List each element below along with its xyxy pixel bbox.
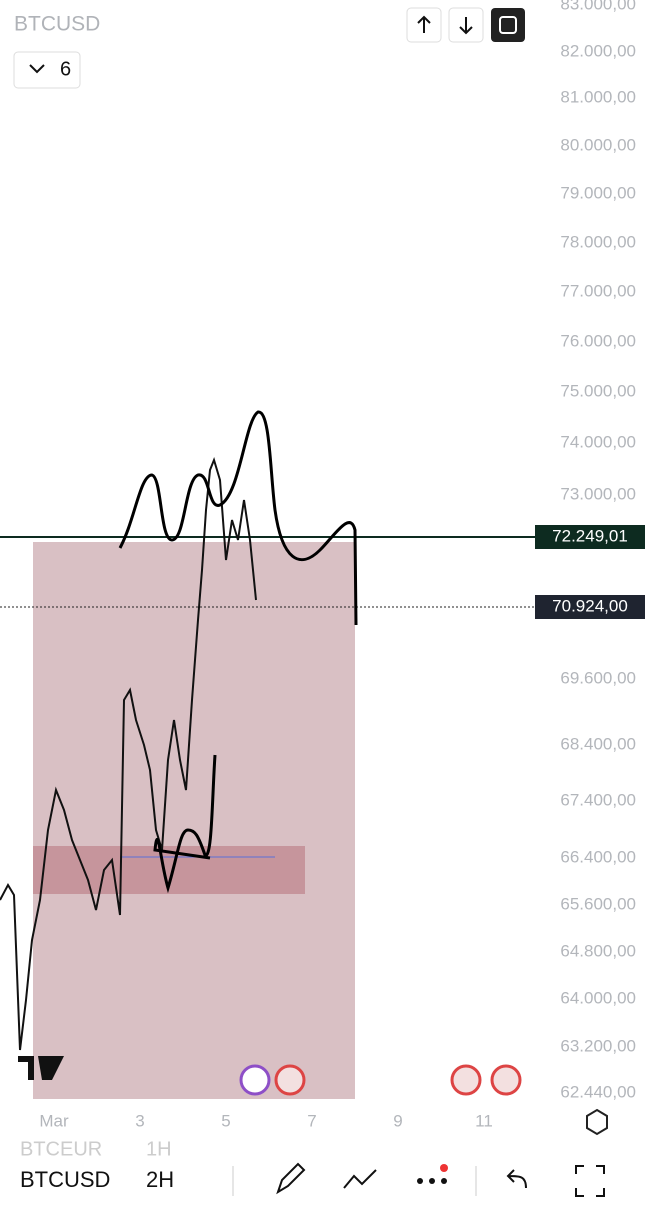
- event-icon[interactable]: [450, 1064, 482, 1096]
- event-icon[interactable]: [239, 1064, 271, 1096]
- event-icon[interactable]: [274, 1064, 306, 1096]
- time-axis-label: Mar: [39, 1111, 69, 1130]
- price-axis-label: 81.000,00: [560, 87, 636, 106]
- previous-symbol: BTCEUR: [20, 1138, 102, 1160]
- draw-tool[interactable]: [276, 1162, 306, 1195]
- undo-button[interactable]: [506, 1169, 527, 1189]
- price-axis-label: 64.000,00: [560, 988, 636, 1007]
- price-tag-label: 70.924,00: [552, 596, 628, 615]
- time-axis-label: 7: [307, 1111, 316, 1130]
- more-tool[interactable]: [417, 1164, 448, 1184]
- price-axis-label: 77.000,00: [560, 281, 636, 300]
- chevron-icon: [29, 64, 45, 74]
- trend-tool[interactable]: [343, 1169, 377, 1189]
- symbol-button[interactable]: BTCUSD: [20, 1167, 110, 1192]
- event-icon[interactable]: [490, 1064, 522, 1096]
- price-axis-label: 82.000,00: [560, 41, 636, 60]
- time-axis-label: 5: [221, 1111, 230, 1130]
- price-axis-label: 83.000,00: [560, 0, 636, 13]
- symbol: BTCUSD: [14, 13, 100, 36]
- drawing: [118, 410, 358, 626]
- logo: [18, 1050, 24, 1083]
- price-axis-label: 62.440,00: [560, 1082, 636, 1101]
- price-axis-label: 65.600,00: [560, 894, 636, 913]
- price-axis-label: 64.800,00: [560, 941, 636, 960]
- icon: [499, 16, 517, 34]
- price-axis-label: 78.000,00: [560, 232, 636, 251]
- fullscreen-button[interactable]: [575, 1165, 605, 1197]
- arrow-icon: [459, 17, 473, 35]
- price-axis-label: 66.400,00: [560, 847, 636, 866]
- fullscreen-button[interactable]: [491, 8, 525, 42]
- price-axis-label: 74.000,00: [560, 432, 636, 451]
- time-axis-label: 3: [135, 1111, 144, 1130]
- price-axis-label: 76.000,00: [560, 331, 636, 350]
- drawing: [153, 754, 217, 894]
- price-axis-label: 79.000,00: [560, 183, 636, 202]
- price-axis-label: 75.000,00: [560, 381, 636, 400]
- price-axis-label: 68.400,00: [560, 734, 636, 753]
- price-tag: [535, 525, 645, 549]
- time-axis-label: 9: [393, 1111, 402, 1130]
- settings-icon[interactable]: [586, 1108, 608, 1136]
- logo: [18, 1056, 64, 1080]
- price-tag-label: 72.249,01: [552, 526, 628, 545]
- zone-box: [33, 542, 355, 1099]
- price-axis-label: 73.000,00: [560, 484, 636, 503]
- indicator-button[interactable]: [13, 51, 81, 89]
- arrow-icon: [417, 15, 431, 33]
- time-axis-label: 11: [475, 1111, 493, 1130]
- indicator-count: 6: [60, 58, 71, 80]
- price-axis-label: 80.000,00: [560, 135, 636, 154]
- bottom-bar: [0, 1142, 662, 1200]
- price-axis-label: 67.400,00: [560, 790, 636, 809]
- price-axis-label: 69.600,00: [560, 668, 636, 687]
- price-series: [0, 456, 257, 1051]
- price-axis-label: 63.200,00: [560, 1036, 636, 1055]
- interval-button[interactable]: 2H: [146, 1167, 174, 1192]
- price-tag: [535, 595, 645, 619]
- previous-interval: 1H: [146, 1138, 172, 1160]
